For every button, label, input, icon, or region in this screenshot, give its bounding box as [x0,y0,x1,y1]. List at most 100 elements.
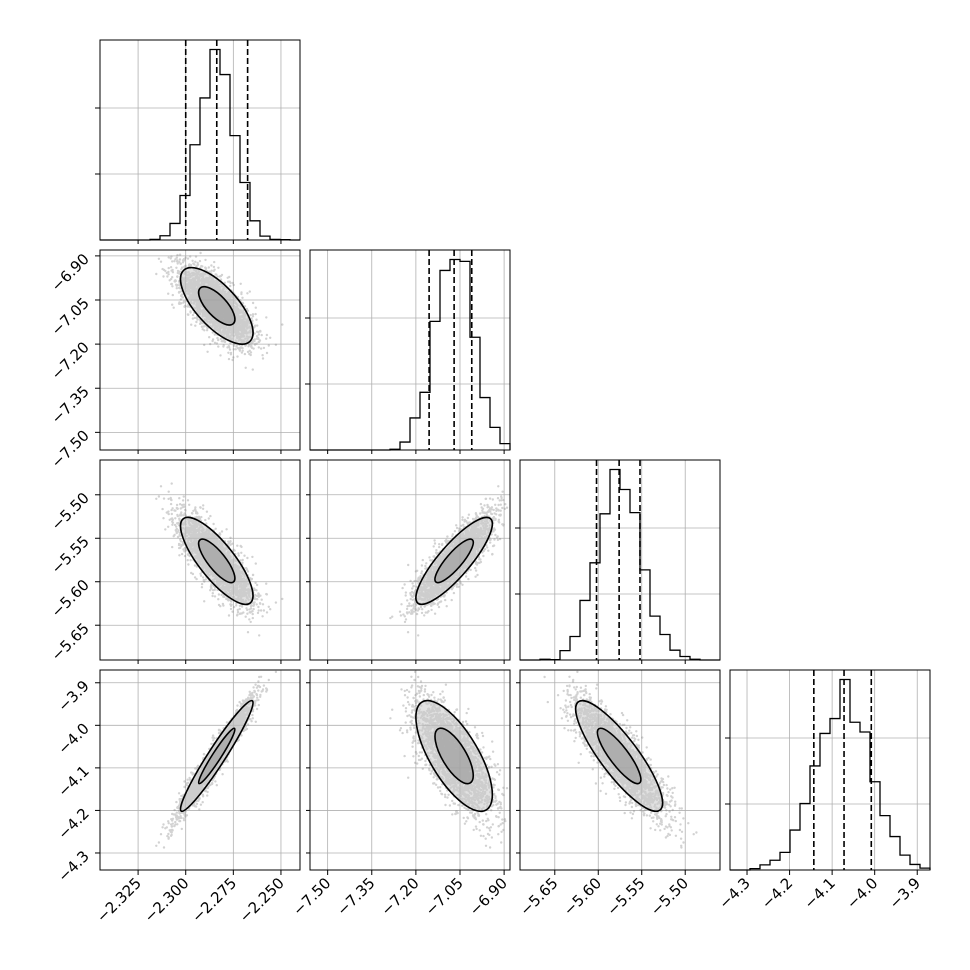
sample-point [247,343,251,347]
sample-point [198,516,201,520]
sample-point [208,270,211,273]
sample-point [256,336,260,340]
histogram-panel-1 [95,39,301,241]
sample-point [227,357,231,361]
sample-point [212,269,215,273]
sample-point [175,260,179,263]
sample-point [178,291,181,294]
sample-point [281,323,284,326]
sample-point [167,292,170,295]
sample-point [248,290,251,293]
sample-point [168,518,171,521]
sample-point [239,282,242,285]
sample-point [171,523,174,526]
sample-point [196,318,199,321]
sample-point [265,351,269,355]
sample-point [177,302,181,305]
sample-point [179,262,182,265]
panel-frame [729,669,931,871]
sample-point [171,260,174,263]
sample-point [216,336,219,340]
sample-point [182,301,185,304]
sample-point [211,338,215,341]
sample-point [232,348,235,351]
sample-point [257,333,260,336]
sample-point [205,510,209,513]
sample-point [262,609,266,612]
sample-point [203,329,206,332]
sample-point [182,258,186,261]
sample-point [235,344,238,348]
sample-point [187,304,190,308]
sample-point [244,366,247,369]
sample-point [255,330,259,333]
sample-point [169,502,173,506]
sample-point [258,340,261,343]
sample-point [253,332,256,335]
sample-point [265,333,269,337]
sample-point [155,272,158,276]
sample-point [274,343,278,346]
sample-point [171,507,174,510]
sample-point [251,368,254,371]
sample-point [175,527,178,531]
sample-point [236,608,239,612]
sample-point [221,340,225,343]
sample-point [259,602,262,605]
sample-point [248,608,251,611]
sample-point [178,260,181,264]
sample-point [234,348,237,351]
sample-point [174,279,177,282]
sample-point [227,599,230,602]
sample-point [222,595,225,598]
sample-point [178,534,182,537]
sample-point [179,298,183,301]
sample-point [213,595,217,598]
sample-point [209,342,212,346]
sample-point [170,282,173,286]
sample-point [176,522,179,525]
sample-point [196,263,200,266]
sample-point [240,291,243,294]
sample-point [170,512,173,516]
sample-point [213,260,216,264]
sample-point [251,319,254,322]
sample-point [246,309,249,312]
sample-point [249,353,252,357]
sample-point [241,558,244,562]
sample-point [261,354,264,357]
sample-point [167,525,170,528]
sample-point [261,603,265,606]
sample-point [211,592,214,595]
histogram-panel-2 [305,249,511,451]
sample-point [178,503,182,506]
sample-point [217,603,221,607]
sample-point [171,268,174,272]
sample-point [166,275,169,278]
sample-point [256,611,260,615]
sample-point [193,576,197,579]
sample-point [274,601,278,604]
sample-point [196,264,199,267]
sample-point [255,337,259,340]
sample-point [178,253,182,256]
sample-point [246,612,249,615]
sample-point [204,267,208,270]
sample-point [204,518,207,522]
sample-point [173,523,177,527]
sample-point [157,257,161,260]
sample-point [228,348,232,351]
sample-point [176,253,179,257]
sample-point [246,292,249,295]
sample-point [244,344,247,347]
sample-point [267,605,270,608]
sample-point [178,272,181,275]
sample-point [205,329,209,332]
sample-point [210,586,213,589]
sample-point [254,593,257,597]
sample-point [241,346,244,350]
sample-point [167,270,170,274]
sample-point [249,313,252,317]
sample-point [201,507,205,510]
sample-point [222,344,225,347]
